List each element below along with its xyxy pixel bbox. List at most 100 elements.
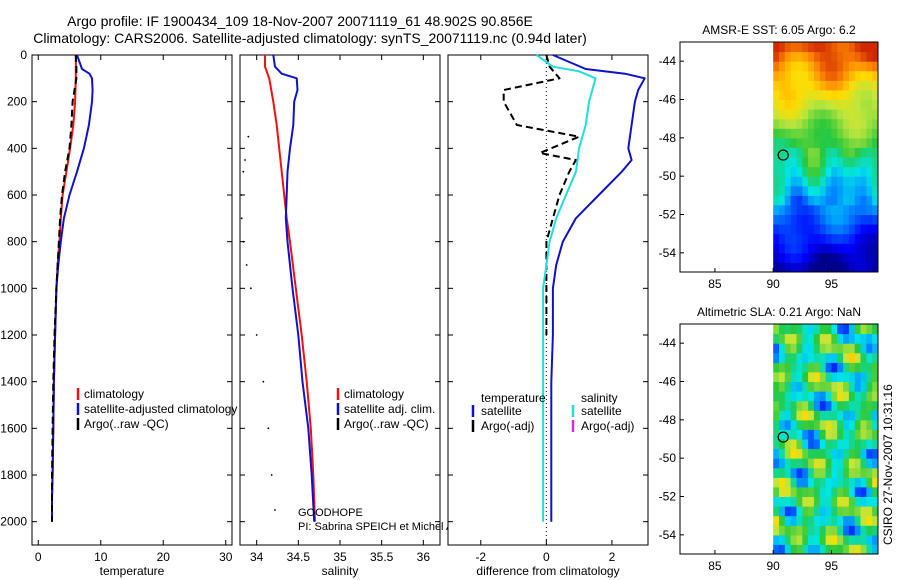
sst-map-panel: AMSR-E SST: 6.05 Argo: 6.2 85 90 95 -44 -46 -4… xyxy=(659,23,879,291)
sst_map-cell xyxy=(796,70,803,81)
sla_map-cell xyxy=(784,448,792,459)
sst_map-cell xyxy=(819,262,827,273)
sla_map-cell xyxy=(825,525,832,536)
sla_map-cell xyxy=(779,429,786,440)
sla_map-cell xyxy=(854,506,861,517)
sst_map-cell xyxy=(831,128,838,139)
sla_map-cell xyxy=(831,486,838,497)
sla_map-cell xyxy=(854,486,861,497)
sst_map-cell xyxy=(860,233,867,244)
sla_map-cell xyxy=(808,477,815,488)
sla_map-cell xyxy=(825,515,832,526)
sst_map-cell xyxy=(837,224,844,235)
sla_map-cell xyxy=(808,467,815,478)
sst_map-cell xyxy=(837,109,844,120)
sla_map-cell xyxy=(802,486,809,497)
sst_map-cell xyxy=(779,157,786,168)
sst_map-cell xyxy=(843,61,850,72)
sst_map-cell xyxy=(866,176,873,187)
sst_map-cell xyxy=(866,109,873,120)
sst_map-cell xyxy=(808,147,815,158)
sst_map-cell xyxy=(866,147,873,158)
sst_map-cell xyxy=(866,61,873,72)
sst_map-cell xyxy=(837,166,844,177)
temperature-panel: 0 10 20 30 0 200 400 600 800 1000 1200 1400 1600 1800… xyxy=(0,48,237,578)
sla_map-cell xyxy=(843,525,850,536)
sst_map-cell xyxy=(813,128,821,139)
sst_map-cell xyxy=(860,185,867,196)
sla_map-cell xyxy=(813,324,821,335)
sla_map-cell xyxy=(773,439,780,450)
sst_map-cell xyxy=(813,195,821,206)
sst_map-cell xyxy=(854,61,861,72)
sla_map-cell xyxy=(796,400,803,411)
sst_map-cell xyxy=(779,99,786,110)
sla_map-cell xyxy=(831,371,838,382)
sla_map-cell xyxy=(866,410,873,421)
salinity-series-satellite-adj-clim xyxy=(272,54,316,522)
sst_map-cell xyxy=(848,204,856,215)
pi-names: PI: Sabrina SPEICH et Michel ARHAN xyxy=(298,521,485,533)
sst_map-cell xyxy=(779,109,786,120)
temperature-xlabel: temperature xyxy=(100,564,165,578)
sst_map-cell xyxy=(843,137,850,148)
sst_map-cell xyxy=(773,262,780,273)
sla_map-cell xyxy=(854,448,861,459)
sst_map-cell xyxy=(848,224,856,235)
sla_map-cell xyxy=(825,496,832,507)
sst_map-cell xyxy=(837,243,844,254)
sst_map-cell xyxy=(825,137,832,148)
sst_map-cell xyxy=(779,128,786,139)
sla_map-cell xyxy=(872,496,879,507)
sst_map-cell xyxy=(860,262,867,273)
sst_map-cell xyxy=(790,252,797,263)
diff-legend-label: satellite xyxy=(581,404,622,418)
sla_map-axes-box xyxy=(679,323,879,555)
sst_map-cell xyxy=(796,176,803,187)
sst_map-cell xyxy=(813,118,821,129)
sla_map-cell xyxy=(843,410,850,421)
depth-tick-label: 400 xyxy=(7,141,27,155)
sst_map-cell xyxy=(819,224,827,235)
sst_map-cell xyxy=(819,233,827,244)
sla_map-cell xyxy=(784,467,792,478)
sla_map-cell xyxy=(819,429,827,440)
sst_map-ytick-label: -52 xyxy=(659,208,677,222)
sst_map-cell xyxy=(843,42,850,53)
sst_map-cell xyxy=(790,137,797,148)
sla_map-cell xyxy=(872,400,879,411)
sla_map-cell xyxy=(825,448,832,459)
sla_map-cell xyxy=(843,324,850,335)
sla_map-cell xyxy=(825,410,832,421)
sla_map-cell xyxy=(813,477,821,488)
figure-title-line2: Climatology: CARS2006. Satellite-adjuste… xyxy=(33,30,587,46)
sst_map-cell xyxy=(784,61,792,72)
sla_map-cell xyxy=(825,352,832,363)
sla_map-cell xyxy=(779,400,786,411)
sla_map-cell xyxy=(790,362,797,373)
temperature-legend-label: satellite-adjusted climatology xyxy=(84,402,237,416)
sst_map-cell xyxy=(866,204,873,215)
sla_map-cell xyxy=(784,477,792,488)
sst_map-cell xyxy=(848,109,856,120)
sla_map-cell xyxy=(813,534,821,545)
sst_map-cell xyxy=(773,109,780,120)
sst_map-cell xyxy=(825,42,832,53)
sst_map-cell xyxy=(779,80,786,91)
sst_map-cell xyxy=(813,137,821,148)
difference-series-argo-adj-temperature xyxy=(502,54,581,335)
sst_map-cell xyxy=(784,176,792,187)
sla_map-cell xyxy=(779,448,786,459)
sst_map-cell xyxy=(790,147,797,158)
sla_map-cell xyxy=(779,419,786,430)
sst_map-cell xyxy=(784,262,792,273)
sla_map-cell xyxy=(848,324,856,335)
sst_map-cell xyxy=(796,51,803,62)
sst_map-cell xyxy=(843,51,850,62)
sst_map-cell xyxy=(784,118,792,129)
sst_map-cell xyxy=(843,195,850,206)
sst_map-cell xyxy=(796,214,803,225)
sla_map-cell xyxy=(802,410,809,421)
sla_map-cell xyxy=(790,381,797,392)
sla_map-cell xyxy=(825,333,832,344)
